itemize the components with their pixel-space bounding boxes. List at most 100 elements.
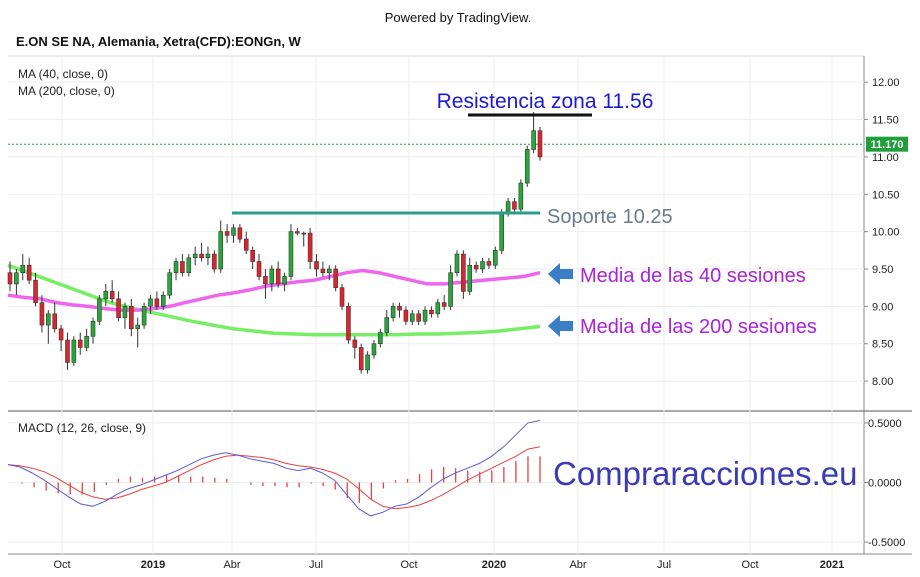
candle-body — [231, 227, 236, 236]
candle — [231, 224, 236, 243]
macd-tick-label: -0.5000 — [868, 537, 905, 549]
candle-body — [14, 272, 19, 285]
candle — [346, 302, 351, 344]
grid-lines — [8, 56, 864, 554]
candles-group — [7, 112, 543, 374]
candle-body — [148, 298, 153, 307]
candle — [403, 306, 409, 326]
candle — [326, 265, 332, 281]
candle-body — [269, 268, 275, 285]
candle — [263, 269, 268, 299]
candle-body — [192, 253, 198, 259]
candle-body — [129, 306, 134, 330]
candle — [14, 269, 19, 296]
candle-body — [301, 232, 307, 235]
candle-body — [537, 130, 543, 158]
x-tick-label: 2019 — [141, 559, 165, 571]
candle-body — [390, 306, 396, 318]
price-tick-label: 10.00 — [872, 227, 900, 239]
candle-body — [218, 231, 224, 270]
candle — [537, 127, 543, 161]
candle — [390, 302, 396, 322]
candle — [224, 224, 230, 243]
candle-body — [46, 313, 51, 326]
candle — [58, 325, 64, 352]
candle-body — [52, 313, 57, 330]
candle-body — [263, 276, 268, 285]
candle-body — [224, 231, 230, 236]
candle-body — [493, 250, 498, 266]
x-tick-label: Jul — [657, 559, 671, 571]
last-price-value: 11.170 — [870, 139, 903, 151]
candle — [416, 310, 421, 326]
candle-body — [71, 339, 77, 363]
x-tick-label: Oct — [53, 559, 70, 571]
candle-body — [65, 339, 70, 363]
candle — [333, 265, 338, 292]
ma200-arrow-icon — [548, 315, 573, 337]
candle-body — [384, 317, 390, 333]
candle — [378, 328, 383, 348]
candle — [77, 332, 83, 355]
candle-body — [512, 201, 517, 210]
candle-body — [154, 298, 160, 307]
candle — [116, 291, 121, 322]
x-tick-label: Abr — [223, 559, 240, 571]
candle — [160, 291, 166, 311]
macd-signal-line — [7, 446, 541, 510]
candle-body — [199, 253, 204, 259]
macd-line — [7, 420, 541, 517]
candle-body — [243, 238, 249, 251]
candle — [288, 224, 294, 281]
price-tick-label: 11.00 — [872, 152, 899, 164]
candle-body — [7, 272, 13, 285]
candle — [371, 340, 377, 359]
candle-body — [90, 321, 96, 337]
candle-body — [397, 306, 402, 311]
candle-body — [173, 261, 179, 274]
candle-body — [97, 298, 102, 322]
candle — [339, 283, 345, 311]
candle-body — [180, 261, 185, 274]
candle — [358, 343, 364, 374]
candle — [135, 317, 140, 348]
candle — [52, 302, 57, 333]
candle-body — [326, 268, 332, 274]
ma200-legend-label: MA (200, close, 0) — [18, 84, 115, 98]
last-price-badge: 11.170 — [866, 136, 908, 152]
watermark-text: Compraracciones.eu — [553, 455, 857, 492]
candle — [205, 246, 211, 266]
candle — [243, 231, 249, 255]
candle-body — [333, 268, 338, 288]
ma40-annotation: Media de las 40 sesiones — [580, 265, 806, 287]
candle — [39, 295, 45, 333]
candle — [365, 351, 370, 374]
candle — [499, 209, 504, 255]
candle — [486, 257, 492, 269]
candle-body — [371, 343, 377, 356]
candle-body — [33, 279, 38, 303]
candle — [473, 261, 479, 273]
candle-body — [167, 272, 172, 296]
candle — [410, 310, 415, 326]
candle — [512, 198, 517, 213]
candle — [186, 254, 192, 277]
candle — [256, 254, 262, 281]
candle-body — [212, 253, 217, 270]
candle — [84, 328, 89, 352]
candle-body — [352, 339, 358, 348]
candle-body — [441, 302, 447, 307]
candle-body — [39, 302, 45, 326]
candle — [307, 227, 313, 269]
candle-body — [429, 309, 434, 315]
macd-y-axis: 0.5000 0.0000 -0.5000 — [864, 418, 905, 549]
ma40-arrow-icon — [548, 263, 573, 285]
price-tick-label: 10.50 — [872, 189, 900, 201]
candle — [397, 302, 402, 318]
candle — [7, 261, 13, 292]
candle — [180, 254, 185, 277]
candle-body — [250, 250, 255, 262]
price-y-axis: 8.00 8.50 9.00 9.50 10.00 10.50 11.00 11.50 12.0… — [864, 77, 900, 388]
candle — [109, 280, 115, 303]
x-tick-label: 2021 — [820, 559, 844, 571]
